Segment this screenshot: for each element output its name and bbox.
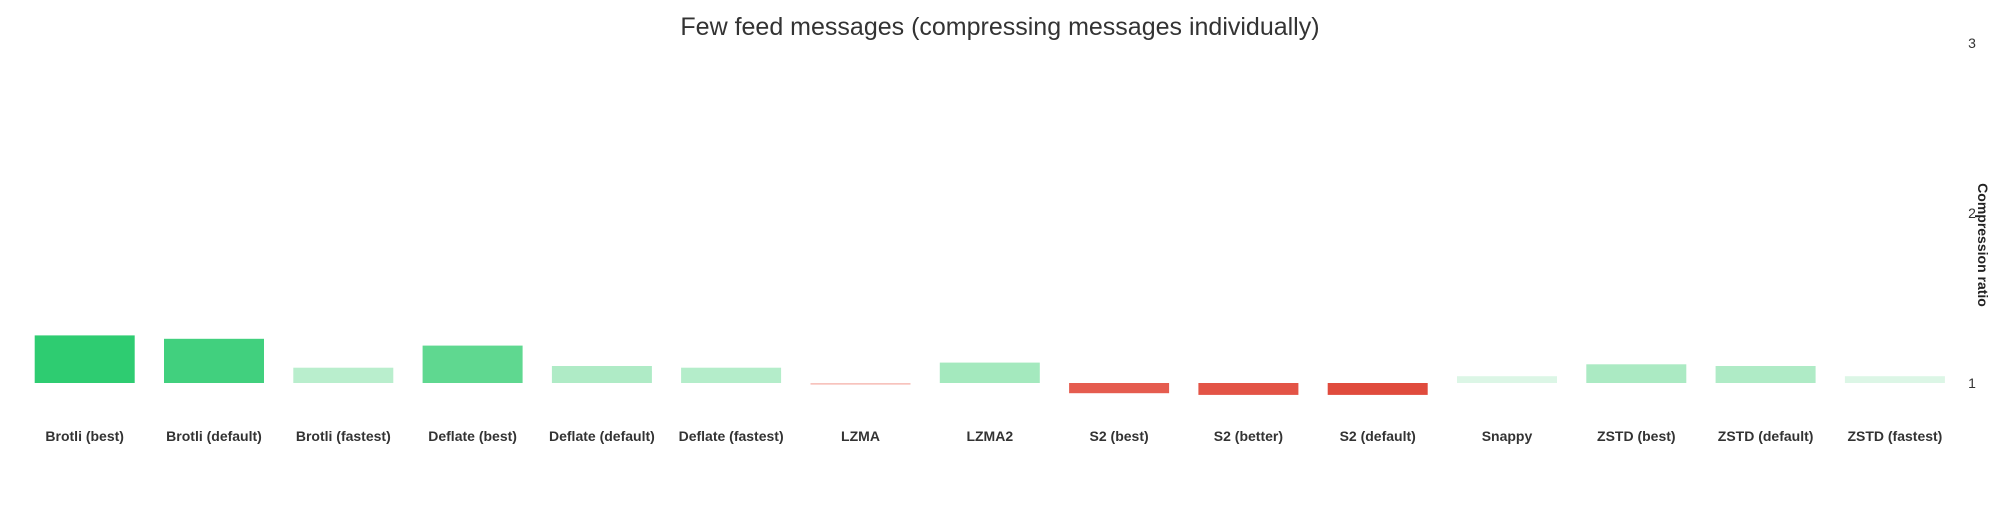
chart-title: Few feed messages (compressing messages … [680, 13, 1319, 41]
x-tick-label: Deflate (fastest) [679, 428, 784, 444]
x-tick-label: ZSTD (fastest) [1847, 428, 1942, 444]
y-tick-label: 1 [1968, 375, 1976, 391]
x-tick-label: Brotli (default) [166, 428, 262, 444]
x-tick-label: Snappy [1482, 428, 1533, 444]
bar-deflate-best [422, 345, 523, 383]
y-axis-label: Compression ratio [1975, 183, 1991, 307]
bar-brotli-fastest [293, 367, 394, 383]
x-tick-label: Deflate (default) [549, 428, 655, 444]
x-tick-label: Deflate (best) [428, 428, 517, 444]
bar-deflate-default [551, 366, 652, 383]
x-tick-label: S2 (better) [1214, 428, 1283, 444]
bar-lzma [810, 383, 911, 385]
x-tick-label: LZMA2 [966, 428, 1013, 444]
bar-s2-best [1069, 383, 1170, 394]
y-tick-label: 3 [1968, 35, 1976, 51]
bar-deflate-fastest [681, 367, 782, 383]
y-tick-label: 2 [1968, 205, 1976, 221]
bar-brotli-best [34, 335, 135, 383]
bar-zstd-best [1586, 364, 1687, 383]
bar-zstd-fastest [1844, 376, 1945, 383]
bars-group [34, 335, 1945, 395]
x-tick-label: ZSTD (default) [1718, 428, 1814, 444]
x-tick-label: S2 (default) [1340, 428, 1416, 444]
x-axis-labels: Brotli (best) Brotli (default) Brotli (fas… [45, 428, 1942, 444]
bar-zstd-default [1715, 366, 1816, 383]
bar-snappy [1457, 376, 1557, 383]
y-axis-ticks: 1 2 3 [1968, 35, 1976, 391]
bar-brotli-default [164, 338, 264, 383]
x-tick-label: LZMA [841, 428, 880, 444]
x-tick-label: ZSTD (best) [1597, 428, 1676, 444]
x-tick-label: Brotli (fastest) [296, 428, 391, 444]
x-tick-label: S2 (best) [1090, 428, 1149, 444]
bar-s2-better [1198, 383, 1299, 395]
bar-lzma2 [939, 362, 1040, 383]
bar-s2-default [1327, 383, 1428, 395]
x-tick-label: Brotli (best) [45, 428, 124, 444]
